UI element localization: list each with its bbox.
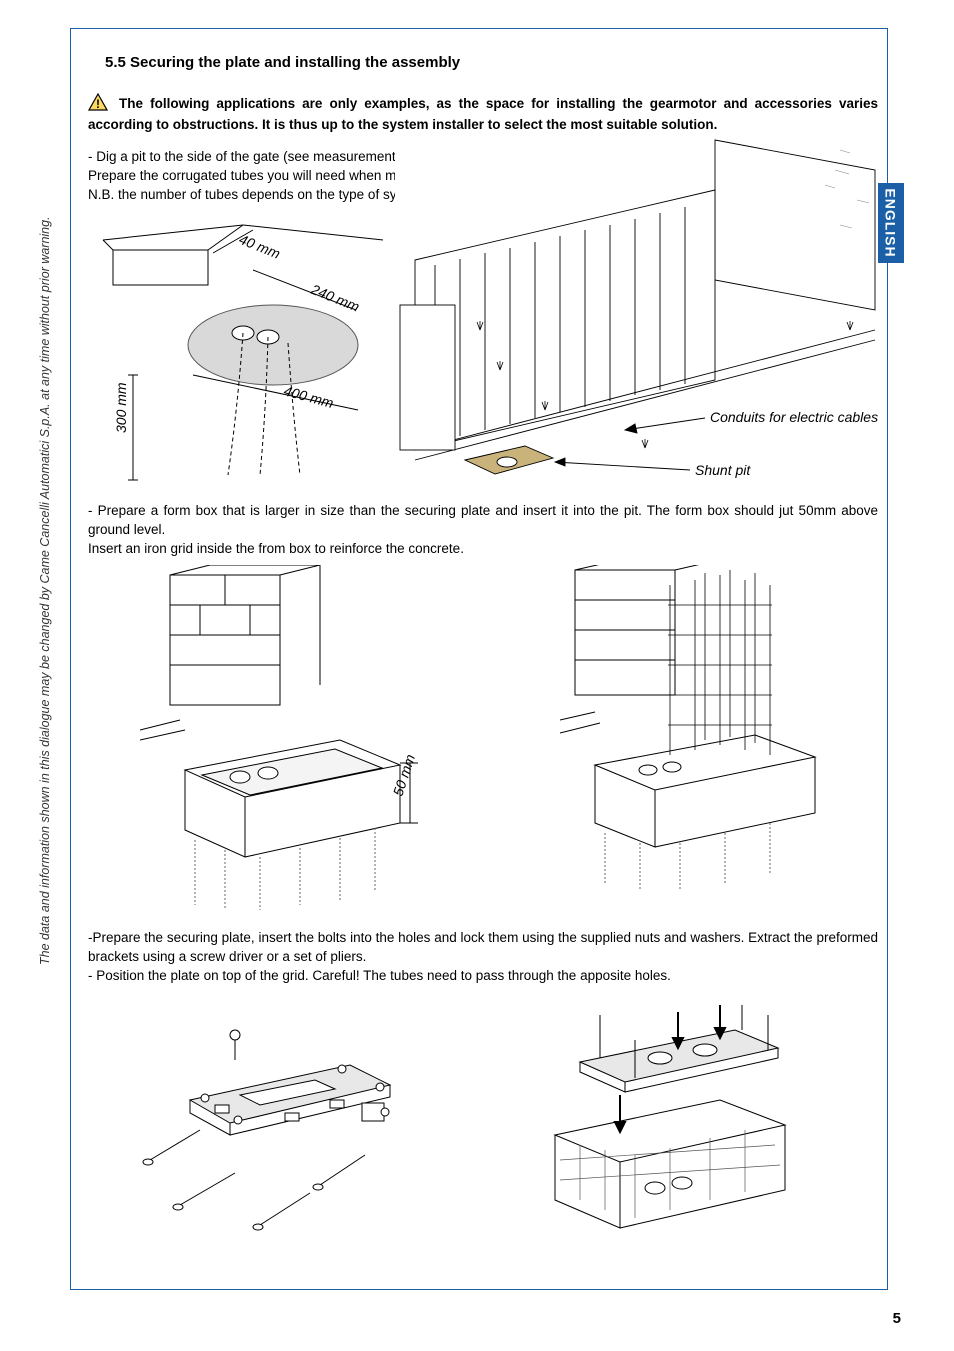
- diagram-plate: [130, 1005, 420, 1240]
- diagram-formbox-50mm: 50 mm: [140, 565, 420, 915]
- step2-block: - Prepare a form box that is larger in s…: [88, 502, 878, 559]
- dim-400mm: 400 mm: [282, 382, 335, 411]
- step3-block: -Prepare the securing plate, insert the …: [88, 929, 878, 986]
- warning-icon: !: [88, 93, 108, 116]
- step2-l2: Insert an iron grid inside the from box …: [88, 540, 878, 559]
- dim-50mm: 50 mm: [390, 752, 419, 798]
- dim-300mm: 300 mm: [113, 382, 129, 433]
- diagram-pit-dimensions: 40 mm 240 mm 400 mm 300 mm: [88, 215, 388, 490]
- diagram-iron-grid: [560, 565, 845, 895]
- warning-text: The following applications are only exam…: [88, 96, 878, 132]
- step3-l2: - Position the plate on top of the grid.…: [88, 967, 878, 986]
- language-tab: ENGLISH: [878, 183, 904, 263]
- annot-shunt-pit: Shunt pit: [695, 462, 751, 478]
- section-heading: 5.5 Securing the plate and installing th…: [105, 54, 460, 71]
- section-number: 5.5: [105, 54, 126, 71]
- section-title: Securing the plate and installing the as…: [130, 54, 460, 71]
- dim-40mm: 40 mm: [237, 231, 283, 262]
- diagram-plate-on-grid: [520, 1000, 820, 1245]
- step3-l1: -Prepare the securing plate, insert the …: [88, 929, 878, 967]
- diagram-gate-iso: Conduits for electric cables Shunt pit: [395, 130, 885, 495]
- page-number: 5: [893, 1310, 901, 1327]
- warning-block: ! The following applications are only ex…: [88, 93, 878, 134]
- side-disclaimer: The data and information shown in this d…: [38, 216, 52, 965]
- dim-240mm: 240 mm: [308, 281, 362, 315]
- language-label: ENGLISH: [883, 188, 899, 257]
- annot-conduits: Conduits for electric cables: [710, 409, 878, 425]
- step2-l1: - Prepare a form box that is larger in s…: [88, 502, 878, 540]
- svg-text:!: !: [96, 97, 100, 111]
